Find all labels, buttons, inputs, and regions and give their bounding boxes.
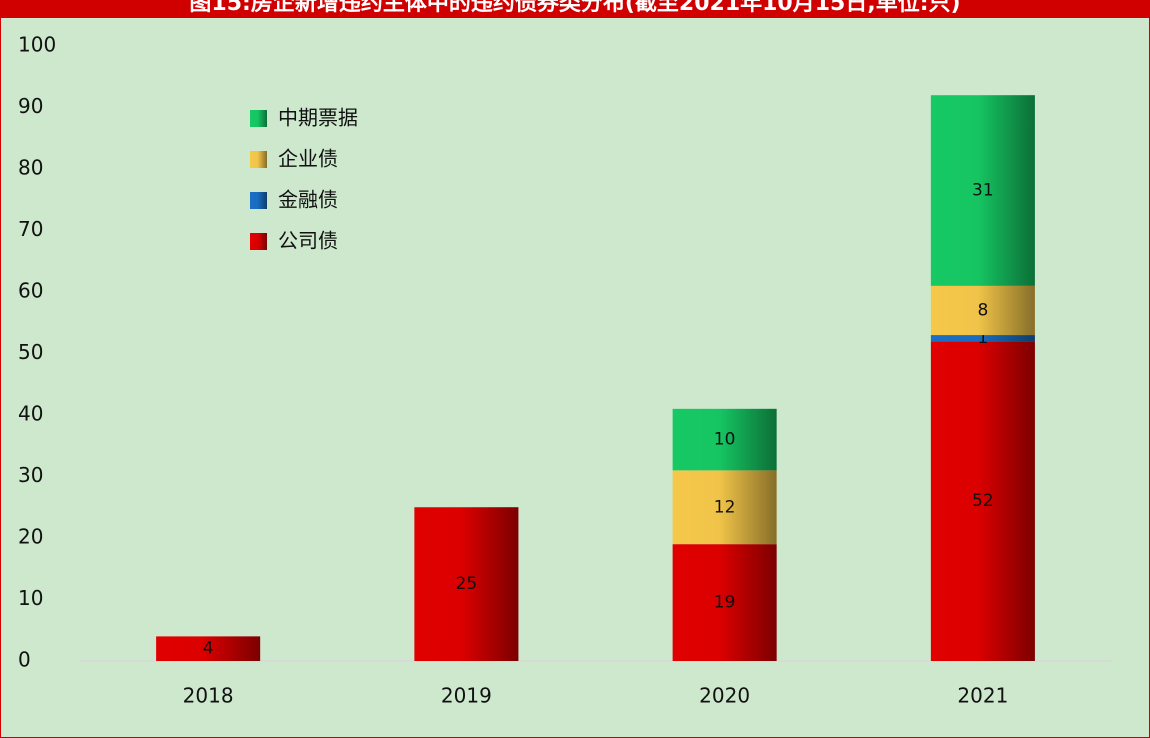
x-tick-label: 2020	[699, 684, 750, 708]
data-label: 31	[972, 181, 994, 201]
bar-shade	[930, 335, 1035, 342]
legend-label: 企业债	[278, 147, 338, 171]
data-label: 10	[714, 430, 736, 450]
data-label: 52	[972, 491, 994, 511]
y-tick-label: 0	[18, 648, 31, 672]
y-tick-label: 30	[18, 463, 43, 487]
legend-label: 金融债	[278, 188, 338, 212]
y-tick-label: 40	[18, 402, 43, 426]
y-tick-label: 50	[18, 340, 43, 364]
legend-label: 公司债	[278, 229, 338, 253]
bar-shade	[930, 95, 1035, 286]
bar-shade	[930, 341, 1035, 661]
bar-shade	[414, 507, 519, 661]
data-label: 4	[203, 639, 214, 659]
y-tick-label: 80	[18, 156, 43, 180]
y-tick-label: 60	[18, 279, 43, 303]
chart-title: 图15:房企新增违约主体中的违约债券类分布(截至2021年10月15日,单位:只…	[189, 0, 960, 16]
title-bar	[0, 0, 1150, 18]
data-label: 19	[714, 593, 736, 613]
data-label: 25	[456, 574, 478, 594]
y-tick-label: 100	[18, 33, 56, 57]
x-tick-label: 2018	[183, 684, 234, 708]
bar-shade	[672, 470, 777, 545]
data-label: 12	[714, 497, 736, 517]
bar-shade	[156, 636, 261, 661]
y-tick-label: 90	[18, 94, 43, 118]
legend-swatch-shade	[250, 233, 267, 250]
y-tick-label: 20	[18, 525, 43, 549]
legend-swatch-shade	[250, 110, 267, 127]
bar-shade	[672, 544, 777, 661]
x-tick-label: 2021	[957, 684, 1008, 708]
y-tick-label: 70	[18, 217, 43, 241]
legend-swatch-shade	[250, 192, 267, 209]
data-label: 8	[977, 300, 988, 320]
bar-shade	[930, 285, 1035, 336]
legend-label: 中期票据	[278, 106, 358, 130]
y-tick-label: 10	[18, 586, 43, 610]
bar-shade	[672, 408, 777, 471]
x-tick-label: 2019	[441, 684, 492, 708]
legend-swatch-shade	[250, 151, 267, 168]
data-label: 1	[977, 328, 988, 348]
